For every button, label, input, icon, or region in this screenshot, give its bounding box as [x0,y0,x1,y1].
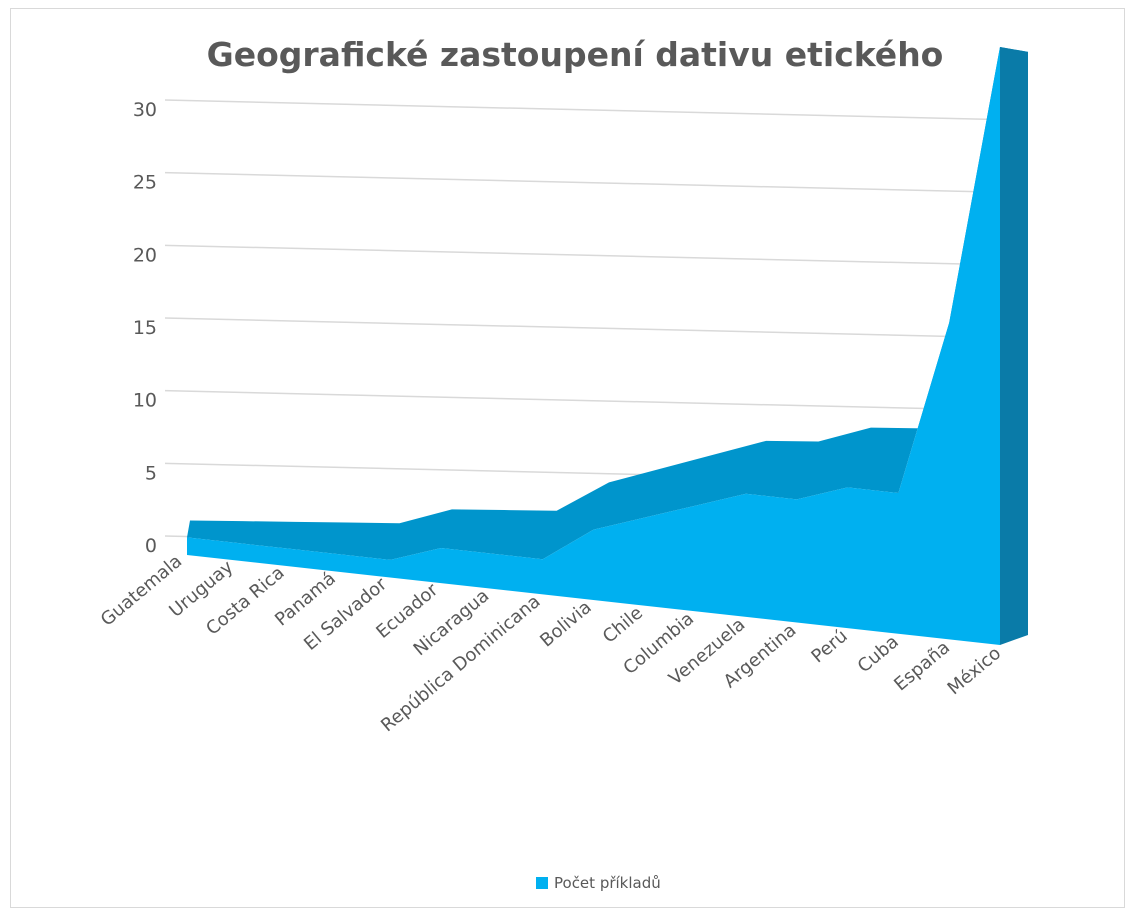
area-side-surface [1000,47,1028,645]
chart-title: Geografické zastoupení dativu etického [206,35,944,74]
y-tick-label: 15 [133,317,157,339]
x-tick-label: México [944,643,1006,699]
gridline [164,99,1019,121]
gridline [164,389,1019,412]
y-tick-label: 5 [145,462,157,484]
x-tick-label: Chile [599,602,647,647]
legend: Počet příkladů [536,872,661,894]
area-front-surface [187,47,1000,645]
y-axis-ticks: 0 5 10 15 20 25 30 [133,99,157,557]
gridline [164,171,1019,194]
x-tick-label: Bolivia [536,597,595,652]
gridlines [164,99,1019,557]
y-tick-label: 10 [133,390,157,412]
gridline [164,317,1019,339]
series-area [186,46,1028,645]
legend-label: Počet příkladů [554,874,661,892]
x-tick-label: Perú [807,625,851,667]
x-tick-label: Guatemala [97,551,186,631]
y-tick-label: 25 [133,172,157,194]
y-tick-label: 30 [133,99,157,121]
y-tick-label: 20 [133,244,157,266]
gridline [164,244,1019,267]
x-tick-label: Cuba [854,631,903,677]
legend-swatch [536,877,548,889]
y-tick-label: 0 [145,535,157,557]
